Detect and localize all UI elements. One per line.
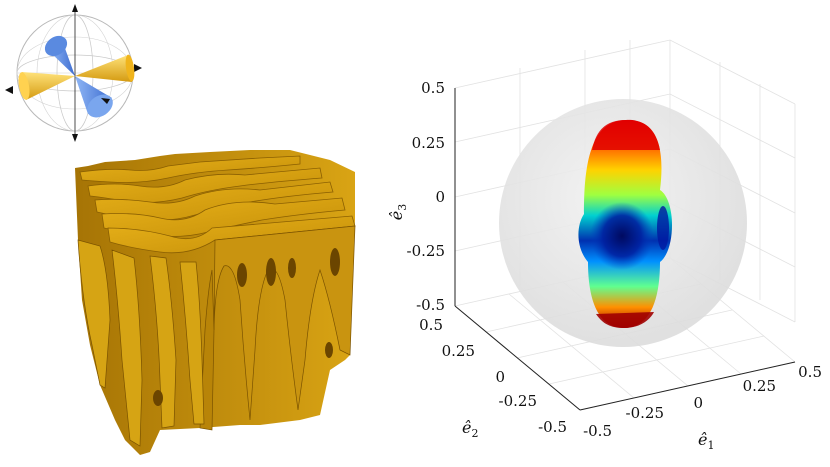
gold-cone-left	[22, 72, 75, 100]
e2-axis-label: ê2	[462, 418, 478, 440]
column-1	[77, 239, 111, 389]
e2-axis-line	[454, 305, 581, 411]
e2-tick-label: -0.5	[538, 418, 567, 436]
e1-axis-label: ê1	[698, 430, 714, 452]
e1-tick-label: 0.5	[798, 363, 822, 381]
arrow-up-icon	[72, 4, 78, 12]
gold-cone-right	[75, 55, 132, 82]
e1-ticks: -0.5 -0.25 0 0.25 0.5	[583, 363, 822, 440]
e1-tick-label: -0.25	[626, 404, 664, 422]
e1-tick-label: 0.25	[743, 377, 776, 395]
e3-tick-label: 0	[435, 188, 445, 206]
orientation-surface	[578, 119, 672, 328]
e1-axis-line	[579, 361, 796, 411]
e2-tick-label: 0	[495, 368, 505, 386]
column-4	[179, 261, 205, 425]
e1-tick-label: 0	[693, 394, 703, 412]
e3-tick-label: 0.5	[421, 79, 445, 97]
e3-axis-label: ê3	[387, 204, 409, 220]
surface-min-region	[590, 202, 654, 270]
axis-lines	[454, 88, 796, 411]
lamella-top-1	[79, 155, 301, 183]
arrow-left-icon	[5, 86, 13, 94]
e2-tick-label: 0.5	[419, 316, 443, 334]
orientation-inset	[5, 4, 142, 142]
e3-ticks: 0.5 0.25 0 -0.25 -0.5	[407, 79, 445, 314]
e1-tick-label: -0.5	[583, 422, 612, 440]
svg-text:ê3: ê3	[387, 204, 409, 220]
lamellar-structure	[75, 150, 356, 455]
blue-cone-lower	[75, 76, 112, 114]
e2-tick-label: 0.25	[442, 342, 475, 360]
column-3	[149, 255, 177, 429]
e3-tick-label: -0.25	[407, 242, 445, 260]
e3-tick-label: 0.25	[412, 134, 445, 152]
arrow-down-icon	[72, 134, 78, 142]
column-2	[111, 249, 143, 447]
e3-tick-label: -0.5	[416, 296, 445, 314]
e2-tick-label: -0.25	[499, 392, 537, 410]
arrow-right-icon	[134, 64, 142, 72]
e2-ticks: 0.5 0.25 0 -0.25 -0.5	[419, 316, 567, 436]
